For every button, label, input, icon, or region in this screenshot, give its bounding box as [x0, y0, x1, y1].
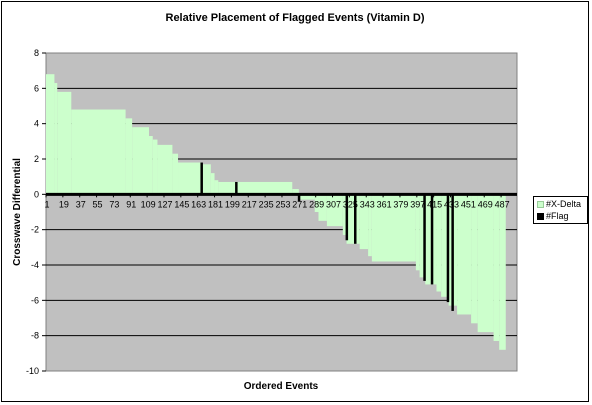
x-tick-label: 181: [208, 199, 223, 209]
x-delta-step: [157, 144, 173, 195]
x-tick-label: 433: [444, 199, 459, 209]
x-delta-step: [471, 194, 478, 324]
x-delta-step: [214, 180, 219, 195]
y-axis-ticks: 8 6 4 2 0 -2 -4 -6 -8 -10: [26, 48, 46, 376]
x-tick-label: 325: [343, 199, 358, 209]
y-tick-label: -4: [31, 260, 39, 270]
x-tick-label: 217: [242, 199, 257, 209]
x-tick-label: 487: [495, 199, 510, 209]
x-tick-label: 397: [410, 199, 425, 209]
x-delta-step: [200, 164, 211, 195]
legend-item-x-delta: #X-Delta: [537, 198, 581, 210]
x-tick-label: 163: [191, 199, 206, 209]
x-tick-label: 19: [59, 199, 69, 209]
x-delta-step: [172, 153, 179, 195]
x-tick-label: 109: [141, 199, 156, 209]
x-delta-step: [57, 91, 72, 195]
x-tick-label: 253: [275, 199, 290, 209]
legend-swatch-x-delta: [537, 201, 544, 209]
legend: #X-Delta #Flag: [533, 196, 588, 224]
x-delta-step: [368, 194, 372, 257]
x-axis-ticks: 1 19 37 55 73 91 109 127 145 163 181 199 217 235 253 27…: [44, 194, 510, 209]
x-delta-step: [342, 194, 347, 235]
y-tick-label: -2: [31, 225, 39, 235]
x-delta-step: [46, 74, 55, 195]
y-tick-label: 4: [34, 119, 39, 129]
x-delta-step: [457, 194, 472, 315]
legend-item-flag: #Flag: [537, 210, 569, 222]
x-tick-label: 451: [461, 199, 476, 209]
x-tick-label: 289: [309, 199, 324, 209]
x-tick-label: 235: [259, 199, 274, 209]
x-axis-label: Ordered Events: [244, 381, 319, 392]
x-tick-label: 307: [326, 199, 341, 209]
x-delta-step: [218, 181, 293, 195]
x-delta-step: [436, 194, 442, 292]
x-tick-label: 415: [427, 199, 442, 209]
legend-label-x-delta: #X-Delta: [546, 199, 582, 209]
y-axis-label: Crosswave Differential: [12, 158, 23, 266]
y-tick-label: -8: [31, 331, 39, 341]
x-delta-step: [152, 139, 158, 195]
x-delta-step: [210, 173, 215, 195]
x-delta-step: [292, 189, 299, 195]
x-delta-step: [125, 118, 133, 195]
x-tick-label: 271: [292, 199, 307, 209]
x-tick-label: 145: [174, 199, 189, 209]
x-tick-label: 55: [93, 199, 103, 209]
x-tick-label: 469: [478, 199, 493, 209]
flag-bar: [423, 194, 426, 281]
x-tick-label: 37: [76, 199, 86, 209]
y-tick-label: 2: [34, 154, 39, 164]
x-delta-step: [132, 127, 150, 195]
x-delta-step: [419, 194, 426, 278]
legend-label-flag: #Flag: [546, 211, 569, 221]
x-delta-step: [178, 162, 201, 195]
x-delta-step: [326, 194, 343, 227]
x-delta-step: [415, 194, 420, 271]
x-delta-step: [371, 194, 416, 262]
x-delta-step: [318, 194, 327, 221]
y-tick-label: -10: [26, 366, 39, 376]
flag-bar: [297, 194, 301, 202]
flag-bar: [354, 194, 357, 244]
x-tick-label: 361: [377, 199, 392, 209]
flag-bar: [430, 194, 434, 285]
x-delta-step: [314, 194, 319, 212]
y-tick-label: 6: [34, 83, 39, 93]
x-delta-step: [54, 83, 58, 195]
flag-bar: [345, 194, 349, 241]
x-tick-label: 199: [225, 199, 240, 209]
legend-swatch-flag: [537, 213, 544, 221]
flag-bar: [446, 194, 450, 303]
x-tick-label: 1: [44, 199, 49, 209]
x-delta-step: [149, 136, 153, 195]
x-delta-step: [441, 194, 449, 297]
chart-title: Relative Placement of Flagged Events (Vi…: [166, 12, 425, 24]
x-delta-step: [298, 194, 315, 200]
x-delta-step: [359, 194, 369, 250]
y-tick-label: 0: [34, 189, 39, 199]
x-tick-label: 73: [109, 199, 119, 209]
x-tick-label: 127: [157, 199, 172, 209]
flag-bar: [451, 194, 454, 311]
flag-bar: [200, 162, 203, 195]
x-delta-step: [499, 194, 506, 350]
y-tick-label: 8: [34, 48, 39, 58]
flag-series: [200, 162, 454, 311]
x-tick-label: 343: [360, 199, 375, 209]
flag-bar: [235, 181, 238, 195]
x-delta-step: [477, 194, 494, 333]
x-delta-step: [71, 109, 126, 195]
x-tick-label: 379: [393, 199, 408, 209]
y-tick-label: -6: [31, 295, 39, 305]
x-delta-step: [493, 194, 500, 341]
x-tick-label: 91: [126, 199, 136, 209]
